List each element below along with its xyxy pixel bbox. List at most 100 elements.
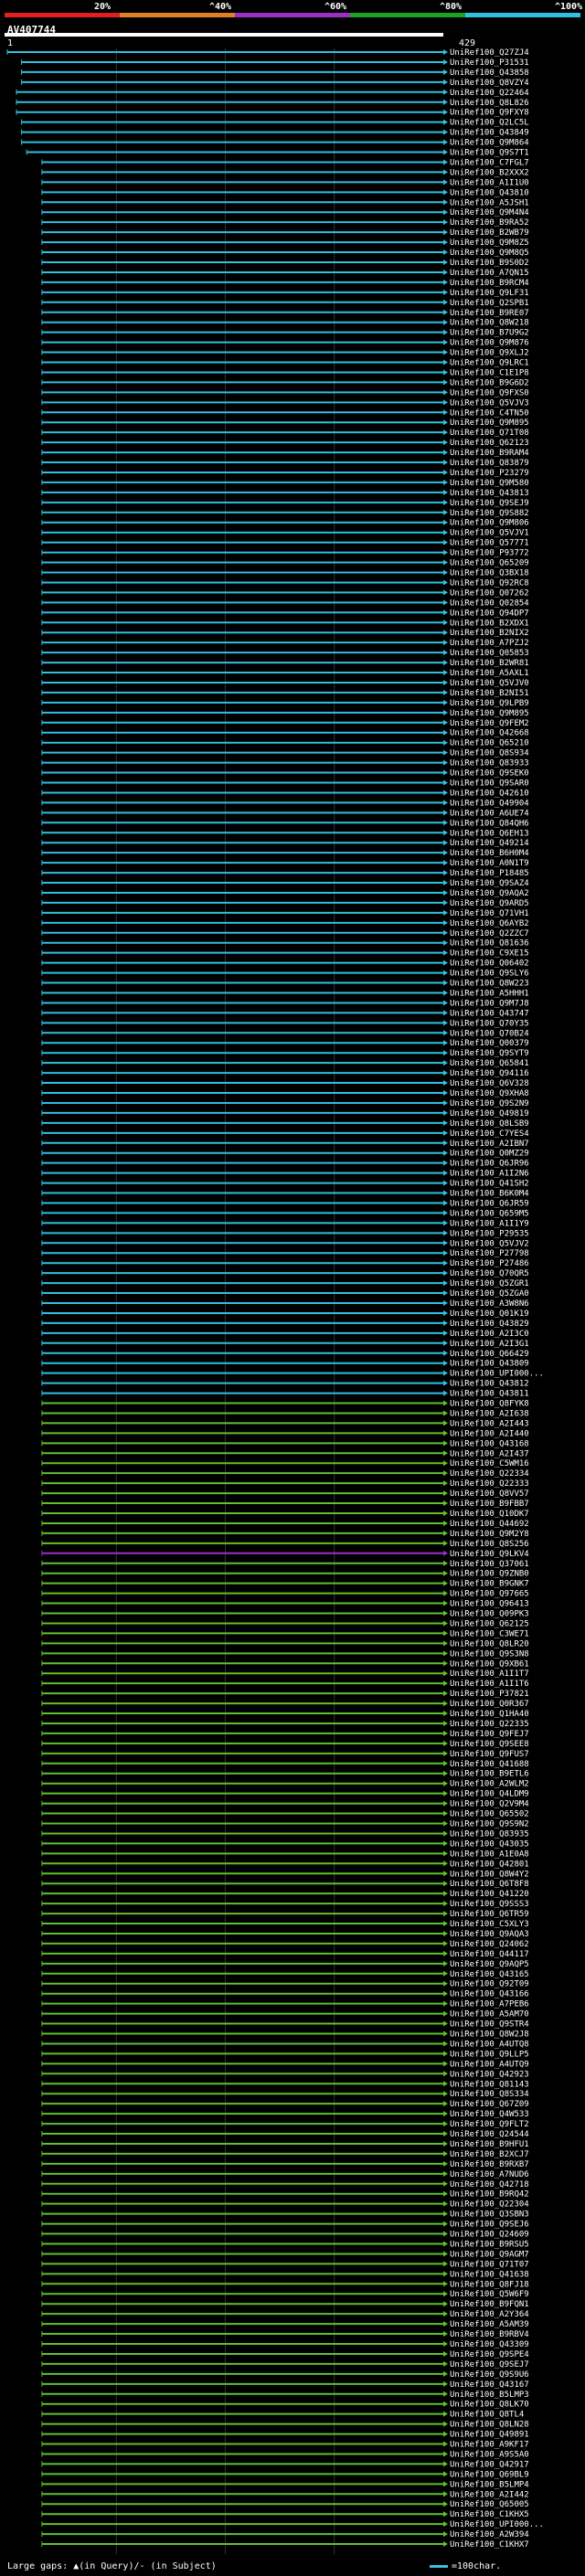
legend-bar <box>430 2564 448 2568</box>
alignment-arrow <box>443 1180 448 1186</box>
scale-segment <box>465 13 580 17</box>
alignment-arrow <box>443 1220 448 1226</box>
alignment-arrow <box>443 519 448 525</box>
subject-label: UniRef100_B9FBB7 <box>450 1500 529 1509</box>
alignment-arrow <box>443 1160 448 1166</box>
alignment-arrow <box>443 409 448 416</box>
alignment-arrow <box>443 1309 448 1316</box>
subject-label: UniRef100_A2IBN7 <box>450 1140 529 1149</box>
subject-label: UniRef100_Q69BL9 <box>450 2470 529 2479</box>
alignment-arrow <box>443 319 448 325</box>
alignment-arrow <box>443 1980 448 1987</box>
subject-label: UniRef100_Q92RC8 <box>450 578 529 588</box>
alignment-arrow <box>443 2180 448 2187</box>
query-start: 1 <box>7 38 14 48</box>
subject-label: UniRef100_B9S0D2 <box>450 259 529 268</box>
alignment-arrow <box>443 729 448 736</box>
subject-label: UniRef100_A1I1Y9 <box>450 1219 529 1228</box>
subject-label: UniRef100_Q05853 <box>450 649 529 658</box>
subject-label: UniRef100_Q5ZGR1 <box>450 1279 529 1288</box>
alignment-arrow <box>443 630 448 636</box>
subject-label: UniRef100_A2W394 <box>450 2530 529 2539</box>
subject-label: UniRef100_Q49891 <box>450 2431 529 2440</box>
alignment-arrow <box>443 279 448 285</box>
alignment-arrow <box>443 1340 448 1346</box>
subject-label: UniRef100_Q8W4Y2 <box>450 1870 529 1879</box>
subject-label: UniRef100_Q8LSB9 <box>450 1119 529 1129</box>
alignment-arrow <box>443 2360 448 2367</box>
subject-label: UniRef100_Q27ZJ4 <box>450 48 529 58</box>
subject-label: UniRef100_Q9FUS7 <box>450 1750 529 1759</box>
alignment-arrow <box>443 1550 448 1556</box>
alignment-arrow <box>443 2281 448 2287</box>
alignment-arrow <box>443 2401 448 2407</box>
scale-label: ^60% <box>324 2 346 12</box>
subject-label: UniRef100_C1E1P8 <box>450 368 529 377</box>
subject-label: UniRef100_Q71T08 <box>450 429 529 438</box>
alignment-arrow <box>443 2000 448 2007</box>
subject-label: UniRef100_B2XXX2 <box>450 168 529 177</box>
alignment-arrow <box>443 2091 448 2097</box>
subject-label: UniRef100_Q9SEJ9 <box>450 499 529 508</box>
alignment-arrow <box>443 2101 448 2107</box>
subject-label: UniRef100_Q37061 <box>450 1560 529 1569</box>
subject-label: UniRef100_Q83879 <box>450 459 529 468</box>
alignment-arrow <box>443 2190 448 2197</box>
scale-segment <box>350 13 465 17</box>
scale-segment <box>120 13 235 17</box>
alignment-arrow <box>443 1770 448 1776</box>
subject-label: UniRef100_Q3BX18 <box>450 569 529 578</box>
alignment-arrow <box>443 2501 448 2507</box>
subject-label: UniRef100_A1I2N6 <box>450 1170 529 1179</box>
alignment-arrow <box>443 1830 448 1837</box>
subject-label: UniRef100_Q84QH6 <box>450 819 529 828</box>
subject-label: UniRef100_Q83933 <box>450 759 529 769</box>
alignment-arrow <box>443 599 448 606</box>
alignment-arrow <box>443 1080 448 1087</box>
alignment-arrow <box>443 539 448 546</box>
subject-label: UniRef100_Q09PK3 <box>450 1610 529 1619</box>
alignment-arrow <box>443 379 448 386</box>
subject-label: UniRef100_Q9XLJ2 <box>450 349 529 358</box>
alignment-arrow <box>443 1060 448 1066</box>
alignment-arrow <box>443 419 448 426</box>
subject-label: UniRef100_A2WLM2 <box>450 1780 529 1789</box>
alignment-arrow <box>443 1820 448 1827</box>
subject-label: UniRef100_B2NI51 <box>450 689 529 698</box>
subject-label: UniRef100_B2XCJ7 <box>450 2150 529 2159</box>
subject-label: UniRef100_Q43849 <box>450 129 529 138</box>
alignment-arrow <box>443 899 448 906</box>
subject-label: UniRef100_Q9M895 <box>450 419 529 428</box>
scale-label: ^100% <box>555 2 582 12</box>
alignment-arrow <box>443 2071 448 2077</box>
alignment-arrow <box>443 49 448 55</box>
scale-label: ^80% <box>440 2 462 12</box>
subject-label: UniRef100_Q9XB61 <box>450 1659 529 1669</box>
alignment-arrow <box>443 840 448 846</box>
subject-label: UniRef100_Q9S9N2 <box>450 1820 529 1829</box>
alignment-arrow <box>443 790 448 796</box>
alignment-arrow <box>443 1881 448 1887</box>
alignment-arrow <box>443 440 448 446</box>
alignment-arrow <box>443 1230 448 1236</box>
alignment-arrow <box>443 2380 448 2387</box>
subject-label: UniRef100_Q9M4N4 <box>450 208 529 217</box>
scale-label: ^40% <box>209 2 231 12</box>
alignment-arrow <box>443 2041 448 2047</box>
subject-label: UniRef100_Q9S882 <box>450 509 529 518</box>
alignment-arrow <box>443 779 448 786</box>
alignment-arrow <box>443 129 448 135</box>
alignment-arrow <box>443 909 448 916</box>
alignment-arrow <box>443 1520 448 1526</box>
subject-label: UniRef100_Q5VJV3 <box>450 398 529 408</box>
alignment-arrow <box>443 1990 448 1997</box>
alignment-arrow <box>443 1600 448 1606</box>
alignment-arrow <box>443 939 448 946</box>
subject-label: UniRef100_Q43035 <box>450 1839 529 1849</box>
subject-label: UniRef100_B2WR81 <box>450 659 529 668</box>
alignment-arrow <box>443 349 448 355</box>
alignment-arrow <box>443 2061 448 2067</box>
alignment-arrow <box>443 650 448 656</box>
subject-label: UniRef100_Q9M580 <box>450 479 529 488</box>
subject-label: UniRef100_A4UTQ8 <box>450 2040 529 2049</box>
